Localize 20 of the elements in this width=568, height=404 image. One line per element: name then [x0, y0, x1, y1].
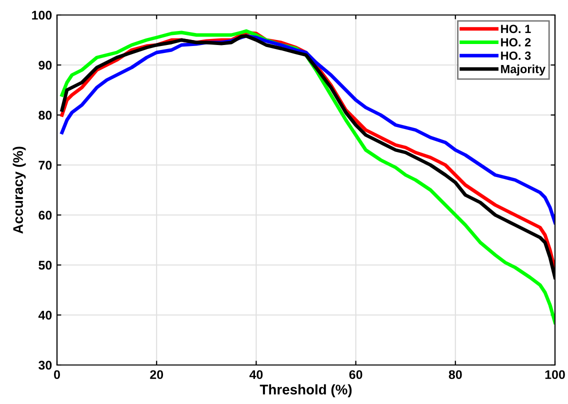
x-tick-label: 20 [150, 370, 164, 380]
y-tick-label: 90 [38, 60, 52, 70]
legend-label: HO. 1 [501, 24, 531, 34]
y-tick-label: 30 [38, 360, 52, 370]
x-tick-label: 0 [54, 370, 60, 380]
legend-label: HO. 3 [501, 51, 531, 60]
legend-label: Majority [501, 64, 546, 76]
x-tick-label: 40 [249, 370, 263, 380]
x-tick-label: 60 [349, 370, 362, 380]
x-tick-label: 80 [448, 370, 462, 380]
legend-label: HO. 2 [501, 38, 531, 46]
y-axis-title: Accuracy (%) [12, 146, 26, 234]
y-tick-label: 50 [38, 260, 52, 270]
x-axis-title: Threshold (%) [260, 384, 352, 398]
y-tick-label: 100 [32, 10, 52, 20]
x-tick-label: 100 [545, 370, 565, 380]
y-tick-label: 60 [38, 210, 52, 220]
y-tick-label: 80 [38, 110, 52, 120]
y-tick-label: 40 [38, 310, 52, 320]
y-tick-label: 70 [38, 160, 52, 170]
